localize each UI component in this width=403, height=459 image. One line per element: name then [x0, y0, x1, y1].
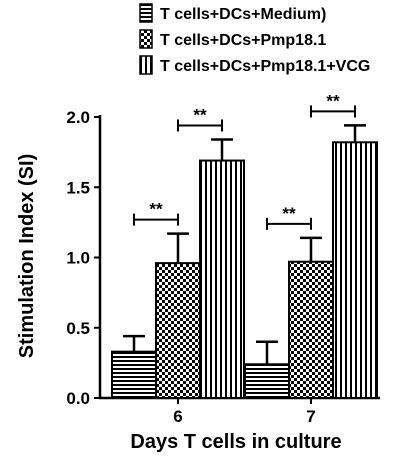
y-tick-label: 0.5	[66, 319, 90, 338]
bar	[332, 141, 378, 399]
bar	[199, 159, 245, 399]
y-tick-label: 1.0	[66, 249, 90, 268]
y-axis-title: Stimulation Index (SI)	[16, 154, 38, 358]
legend: T cells+DCs+Medium) T cells+DCs+Pmp18.1 T …	[139, 3, 370, 75]
legend-label: T cells+DCs+Medium)	[160, 6, 326, 23]
legend-label: T cells+DCs+Pmp18.1	[160, 32, 326, 49]
bar	[111, 350, 157, 400]
significance-label: **	[326, 91, 340, 110]
y-tick-label: 2.0	[66, 108, 90, 127]
legend-swatch	[139, 3, 153, 23]
legend-swatch	[139, 55, 153, 75]
bar	[155, 262, 201, 399]
legend-swatch	[139, 29, 153, 49]
y-tick-label: 0.0	[66, 389, 90, 408]
legend-label: T cells+DCs+Pmp18.1+VCG	[160, 58, 370, 75]
bar	[288, 260, 334, 399]
y-tick-label: 1.5	[66, 178, 90, 197]
x-tick-label: 6	[173, 407, 182, 426]
significance-label: **	[149, 200, 163, 219]
significance-label: **	[193, 105, 207, 124]
x-tick-label: 7	[306, 407, 315, 426]
bar	[244, 363, 290, 399]
x-axis-title: Days T cells in culture	[130, 431, 341, 453]
significance-label: **	[282, 204, 296, 223]
plot-area: 0.0 0.5 1.0 1.5 2.0 6 7 ** ** ** **	[66, 91, 380, 426]
